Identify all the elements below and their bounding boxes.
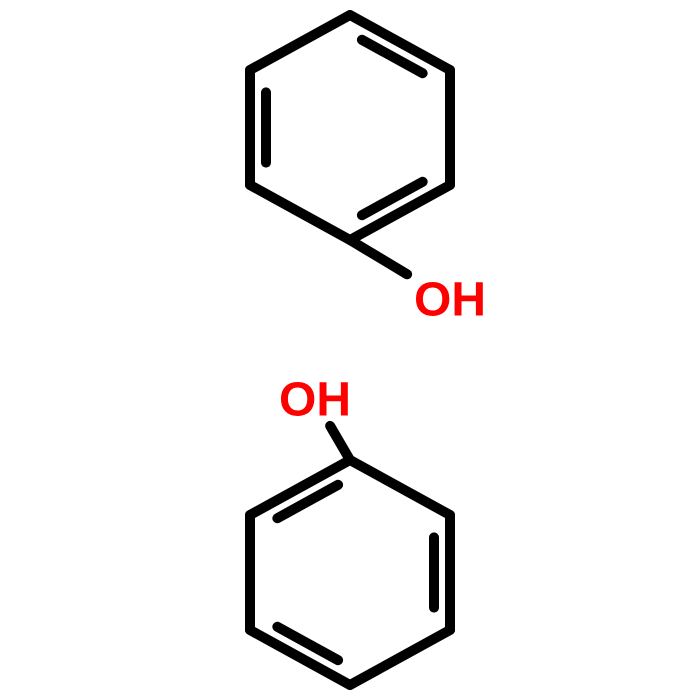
oh-label-2: OH (279, 373, 351, 428)
molecule-canvas (0, 0, 700, 700)
oh-label-1: OH (414, 273, 486, 328)
